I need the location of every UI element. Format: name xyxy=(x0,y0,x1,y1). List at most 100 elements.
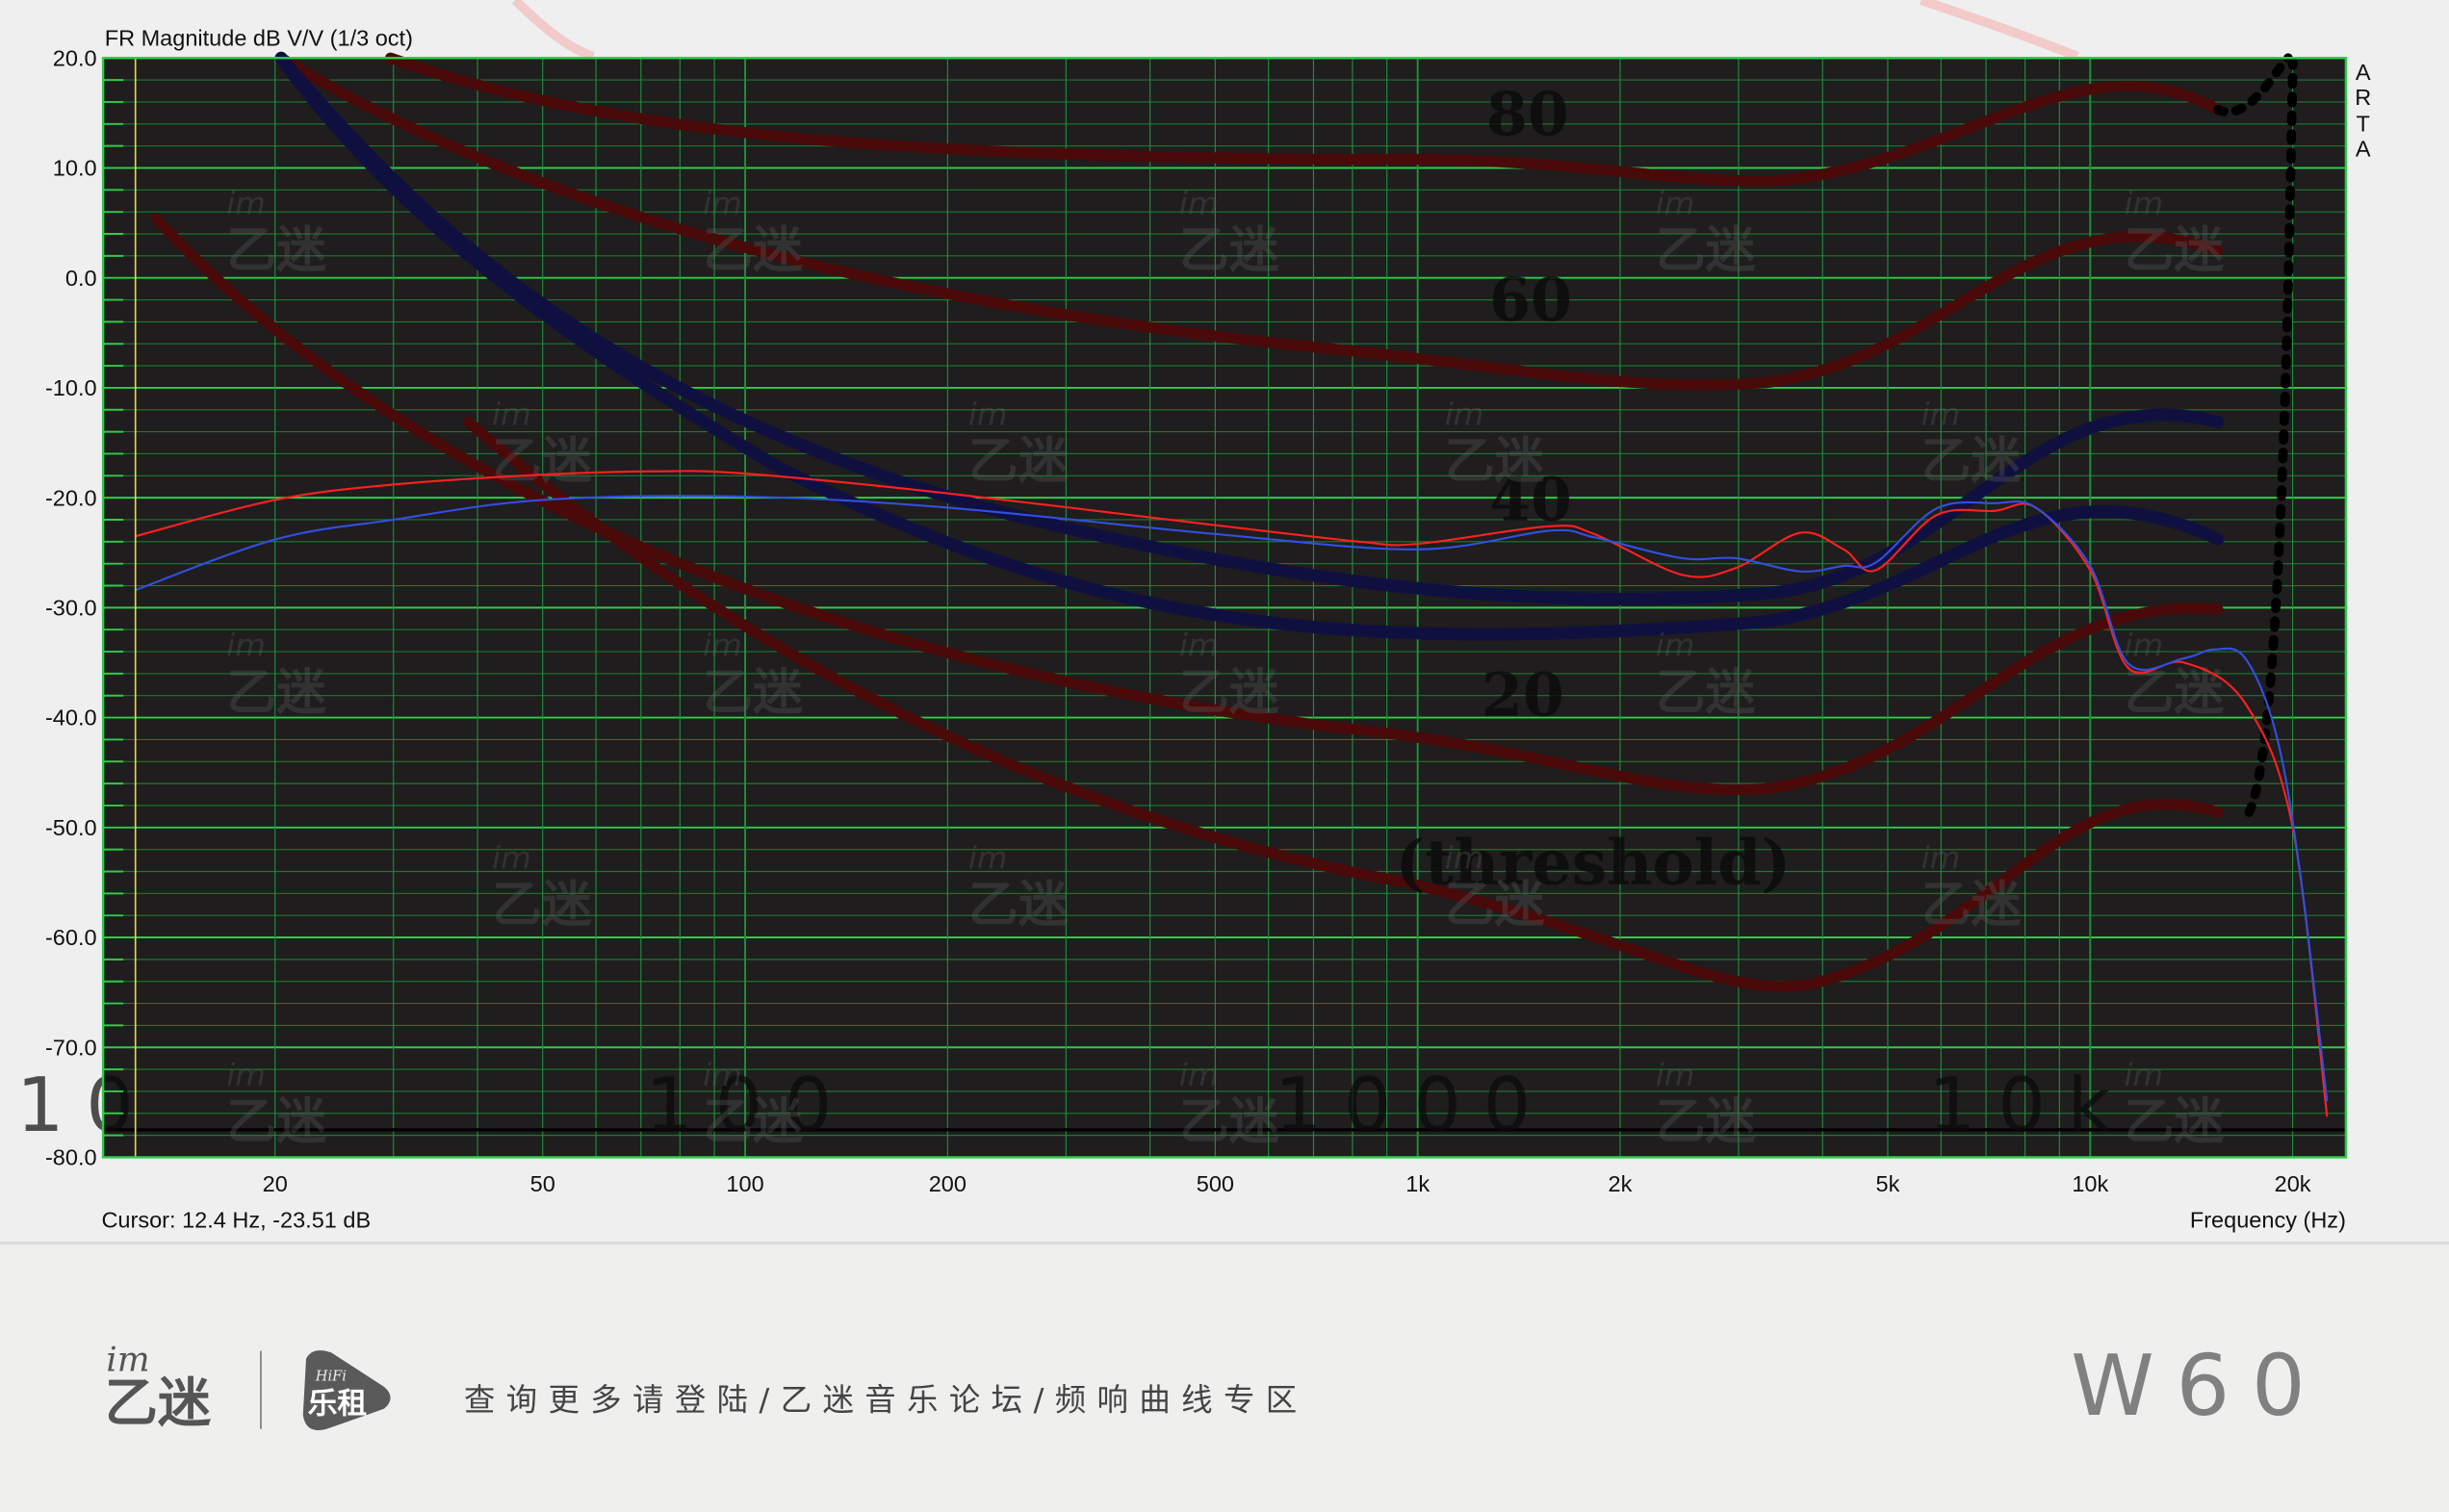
big-label-1000: 1000 xyxy=(1275,1063,1553,1149)
x-tick-label: 20k xyxy=(2275,1171,2311,1196)
watermark-text: 乙迷 xyxy=(226,1093,326,1151)
watermark-im: im xyxy=(492,397,531,433)
series-lines xyxy=(135,470,2329,1117)
watermark-text: 乙迷 xyxy=(492,876,592,934)
y-tick-label: -40.0 xyxy=(45,705,97,730)
watermark-im: im xyxy=(2125,1057,2164,1093)
watermark-im: im xyxy=(1179,628,1219,664)
watermark-im: im xyxy=(2125,628,2164,664)
big-label-10: 10 xyxy=(16,1063,156,1149)
series-line-2 xyxy=(135,495,2329,1102)
watermark-im: im xyxy=(492,839,531,876)
model-name: W60 xyxy=(2071,1337,2327,1435)
y-tick-label: -60.0 xyxy=(45,925,97,950)
arta-letter: R xyxy=(2355,85,2371,110)
series-line-1 xyxy=(135,470,2329,1117)
x-tick-label: 20 xyxy=(263,1171,288,1196)
y-tick-label: -50.0 xyxy=(45,815,97,840)
watermark-im: im xyxy=(1445,397,1484,433)
watermark-im: im xyxy=(703,628,742,664)
axis-ticks: 20.0 10.0 0.0 -10.0 -20.0 -30.0 -40.0 -50.0 -60.… xyxy=(45,45,2311,1196)
footer xyxy=(0,1244,2449,1512)
watermark-im: im xyxy=(226,186,266,222)
contour-label-40: 40 xyxy=(1489,465,1572,535)
y-tick-label: 10.0 xyxy=(53,156,97,181)
y-tick-label: 0.0 xyxy=(65,266,97,291)
contour-label-60: 60 xyxy=(1489,265,1572,335)
big-label-100: 100 xyxy=(645,1063,854,1149)
x-tick-label: 200 xyxy=(929,1171,967,1196)
x-tick-label: 50 xyxy=(530,1171,555,1196)
x-tick-label: 100 xyxy=(726,1171,763,1196)
y-tick-label: -20.0 xyxy=(45,485,97,510)
logo2-name-text: 乐租 xyxy=(308,1387,368,1422)
watermark-im: im xyxy=(2125,186,2164,222)
watermark-text: 乙迷 xyxy=(2125,222,2225,280)
watermark-im: im xyxy=(1179,1057,1219,1093)
logo-badge-shape xyxy=(302,1350,391,1431)
big-label-10k: 10k xyxy=(1928,1063,2132,1149)
watermark-im: im xyxy=(1179,186,1219,222)
arta-label: A R T A xyxy=(2355,60,2371,161)
watermark-text: 乙迷 xyxy=(492,433,592,491)
arta-letter: A xyxy=(2356,136,2371,161)
logo-name-text: 乙迷 xyxy=(105,1373,212,1435)
watermark-text: 乙迷 xyxy=(226,664,326,722)
watermark-im: im xyxy=(703,1057,742,1093)
contour-label-threshold: (threshold) xyxy=(1395,827,1791,900)
watermark-text: 乙迷 xyxy=(1921,433,2022,491)
background-curve xyxy=(511,0,2079,62)
watermark-text: 乙迷 xyxy=(703,1093,803,1151)
watermark-text: 乙迷 xyxy=(1656,1093,1756,1151)
cursor-readout: Cursor: 12.4 Hz, -23.51 dB xyxy=(101,1207,371,1232)
watermark-im: im xyxy=(1921,839,1961,876)
watermark-text: 乙迷 xyxy=(1179,222,1279,280)
y-tick-label: 20.0 xyxy=(53,45,97,70)
arta-letter: A xyxy=(2356,60,2371,85)
watermark-im: im xyxy=(1656,1057,1695,1093)
chart-title: FR Magnitude dB V/V (1/3 oct) xyxy=(105,25,413,50)
watermark-text: 乙迷 xyxy=(968,876,1069,934)
watermark-text: 乙迷 xyxy=(1921,876,2022,934)
watermark-text: 乙迷 xyxy=(968,433,1069,491)
watermark-text: 乙迷 xyxy=(1179,664,1279,722)
watermark-text: 乙迷 xyxy=(226,222,326,280)
watermark-im: im xyxy=(226,1057,266,1093)
watermarks: im乙迷im乙迷im乙迷im乙迷im乙迷im乙迷im乙迷im乙迷im乙迷im乙迷… xyxy=(226,186,2224,1151)
hifi-lezu-logo: HiFi 乐租 xyxy=(302,1350,391,1431)
contour-label-20: 20 xyxy=(1482,659,1564,730)
watermark-im: im xyxy=(703,186,742,222)
arta-letter: T xyxy=(2357,112,2370,137)
imzm-logo: im 乙迷 xyxy=(105,1341,212,1435)
watermark-im: im xyxy=(968,839,1008,876)
watermark-text: 乙迷 xyxy=(1656,222,1756,280)
y-tick-label: -70.0 xyxy=(45,1035,97,1060)
watermark-text: 乙迷 xyxy=(1179,1093,1279,1151)
watermark-text: 乙迷 xyxy=(703,222,803,280)
watermark-text: 乙迷 xyxy=(703,664,803,722)
watermark-im: im xyxy=(1656,186,1695,222)
x-tick-label: 5k xyxy=(1876,1171,1900,1196)
watermark-im: im xyxy=(1656,628,1695,664)
x-tick-label: 10k xyxy=(2072,1171,2108,1196)
y-tick-label: -30.0 xyxy=(45,595,97,620)
watermark-text: 乙迷 xyxy=(2125,1093,2225,1151)
footer-tagline: 查询更多请登陆/乙迷音乐论坛/频响曲线专区 xyxy=(464,1381,1308,1418)
watermark-im: im xyxy=(968,397,1008,433)
watermark-text: 乙迷 xyxy=(1656,664,1756,722)
x-axis-label: Frequency (Hz) xyxy=(2190,1207,2346,1232)
x-tick-label: 1k xyxy=(1405,1171,1430,1196)
overlay-labels: 80 60 40 20 (threshold) 10 100 1000 10k xyxy=(16,79,2132,1149)
watermark-im: im xyxy=(1921,397,1961,433)
contour-label-80: 80 xyxy=(1486,79,1569,149)
watermark-text: 乙迷 xyxy=(1445,876,1545,934)
watermark-text: 乙迷 xyxy=(1445,433,1545,491)
x-tick-label: 500 xyxy=(1197,1171,1234,1196)
plot-border xyxy=(101,57,2348,1159)
x-tick-label: 2k xyxy=(1609,1171,1633,1196)
logo-im-text: im xyxy=(106,1341,149,1380)
logo2-top-text: HiFi xyxy=(315,1368,347,1384)
y-tick-label: -80.0 xyxy=(45,1145,97,1170)
watermark-im: im xyxy=(226,628,266,664)
